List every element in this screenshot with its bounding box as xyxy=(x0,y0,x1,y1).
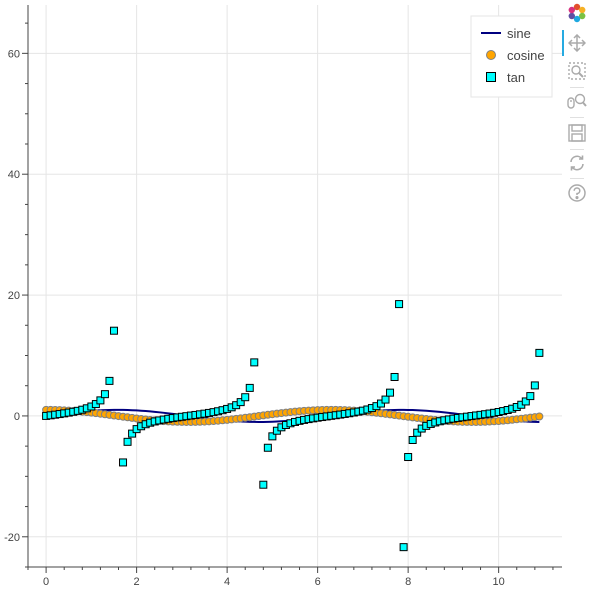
tan-point xyxy=(128,429,137,438)
tan-point xyxy=(399,543,408,552)
y-tick-label: 60 xyxy=(8,48,20,60)
tan-point xyxy=(241,393,250,402)
save-icon[interactable] xyxy=(566,122,588,144)
tan-point xyxy=(123,437,132,446)
x-tick-label: 10 xyxy=(493,576,505,588)
tan-point xyxy=(105,376,114,385)
active-tool-indicator xyxy=(562,30,564,56)
box-zoom-icon[interactable] xyxy=(566,60,588,82)
legend-label-sine[interactable]: sine xyxy=(507,26,531,41)
y-tick-label: 20 xyxy=(8,290,20,302)
toolbar-divider xyxy=(570,117,584,118)
legend-box xyxy=(470,15,553,98)
toolbar xyxy=(562,0,592,210)
x-tick-label: 6 xyxy=(315,576,321,588)
cosine-point xyxy=(535,412,544,421)
bokeh-logo-icon[interactable] xyxy=(566,2,588,24)
tan-point xyxy=(250,358,259,367)
x-tick-label: 0 xyxy=(43,576,49,588)
tan-point xyxy=(404,453,413,462)
reset-icon[interactable] xyxy=(566,152,588,174)
tan-point xyxy=(119,458,128,467)
tan-point xyxy=(386,388,395,397)
y-tick-label: -20 xyxy=(4,532,20,544)
x-tick-label: 4 xyxy=(224,576,230,588)
tan-point xyxy=(259,480,268,489)
legend[interactable]: sine cosine tan xyxy=(470,15,553,98)
toolbar-divider xyxy=(570,149,584,150)
grid xyxy=(28,5,562,567)
y-tick-label: 40 xyxy=(8,169,20,181)
toolbar-divider xyxy=(570,178,584,179)
x-tick-label: 2 xyxy=(134,576,140,588)
help-icon[interactable] xyxy=(566,182,588,204)
tan-point xyxy=(530,381,539,390)
tan-point xyxy=(109,326,118,335)
tan-point xyxy=(236,398,245,407)
x-tick-label: 8 xyxy=(405,576,411,588)
tan-point xyxy=(390,372,399,381)
tan-point xyxy=(245,383,254,392)
pan-icon[interactable] xyxy=(562,30,588,56)
tan-point xyxy=(381,395,390,404)
axes: 0 2 4 6 8 10 -20 0 20 40 60 xyxy=(4,5,562,588)
tan-point xyxy=(521,397,530,406)
toolbar-divider xyxy=(570,87,584,88)
legend-label-tan[interactable]: tan xyxy=(507,70,525,85)
legend-swatch-tan xyxy=(486,72,496,82)
tan-point xyxy=(263,443,272,452)
data-area[interactable] xyxy=(42,300,544,552)
tan-point xyxy=(526,392,535,401)
wheel-zoom-icon[interactable] xyxy=(566,90,588,112)
tan-point xyxy=(535,348,544,357)
legend-label-cosine[interactable]: cosine xyxy=(507,48,545,63)
tan-point xyxy=(395,300,404,309)
legend-swatch-cosine xyxy=(486,50,496,60)
y-tick-label: 0 xyxy=(14,411,20,423)
tan-point xyxy=(408,435,417,444)
tan-point xyxy=(413,428,422,437)
tan-point xyxy=(100,390,109,399)
tan-point xyxy=(96,396,105,405)
tan-point xyxy=(268,432,277,441)
